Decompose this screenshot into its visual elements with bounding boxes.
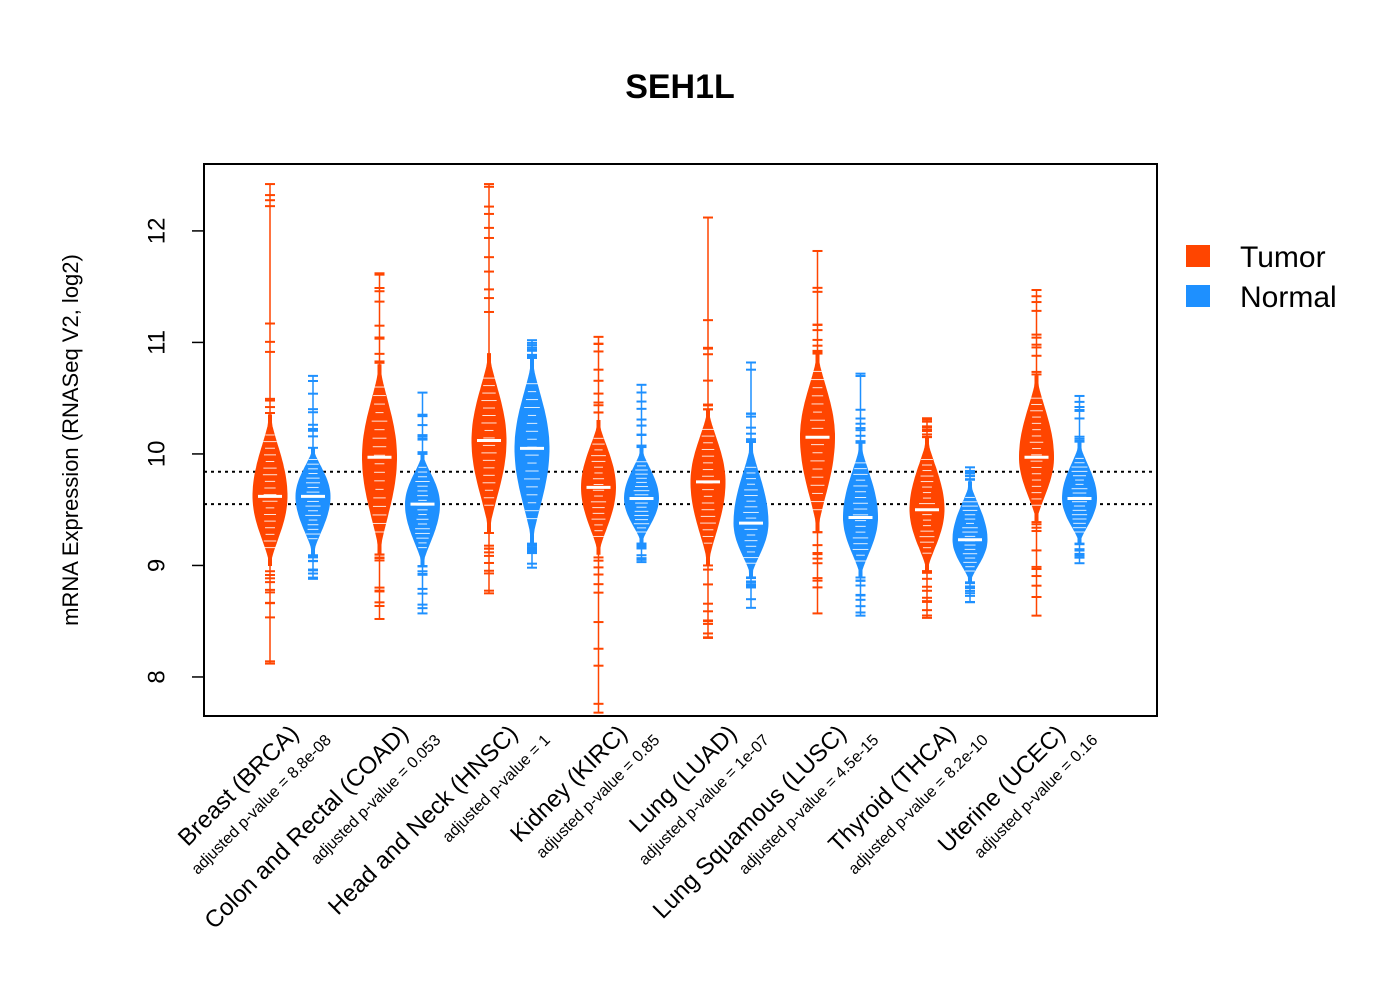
chart-title: SEH1L [625, 68, 735, 106]
legend: Tumor Normal [1186, 241, 1337, 314]
category-6 [909, 417, 988, 619]
tumor-violin-4-body [690, 408, 726, 566]
tumor-violin-5-body [800, 353, 835, 533]
category-0 [252, 183, 331, 665]
category-5 [800, 249, 878, 617]
y-tick-label-11: 11 [143, 330, 170, 355]
plot-frame [203, 163, 1158, 717]
y-tick-label-10: 10 [143, 441, 170, 468]
category-2 [471, 183, 550, 595]
y-axis-label: mRNA Expression (RNASeq V2, log2) [58, 254, 83, 626]
y-tick-label-9: 9 [143, 559, 170, 572]
legend-swatch-1 [1186, 285, 1210, 307]
category-3 [580, 335, 660, 714]
normal-violin-4-body [733, 442, 769, 578]
legend-label-1: Normal [1240, 281, 1337, 314]
tumor-violin-1-body [362, 364, 397, 555]
tumor-violin-0-body [252, 414, 288, 566]
normal-violin-3-body [623, 447, 660, 544]
tumor-violin-6-body [909, 436, 945, 572]
y-tick-label-12: 12 [143, 218, 170, 245]
legend-label-0: Tumor [1240, 241, 1326, 274]
category-4 [690, 216, 769, 639]
legend-swatch-0 [1186, 245, 1210, 267]
plot-area [204, 183, 1157, 714]
tumor-violin-2-body [471, 353, 507, 533]
category-7 [1019, 289, 1098, 617]
x-axis-labels: Breast (BRCA)adjusted p-value = 8.8e-08C… [173, 720, 1101, 934]
normal-violin-2-body [514, 358, 550, 544]
y-tick-label-8: 8 [143, 670, 170, 683]
category-1 [362, 272, 441, 620]
y-axis: 8 9 10 11 12 [143, 218, 205, 684]
